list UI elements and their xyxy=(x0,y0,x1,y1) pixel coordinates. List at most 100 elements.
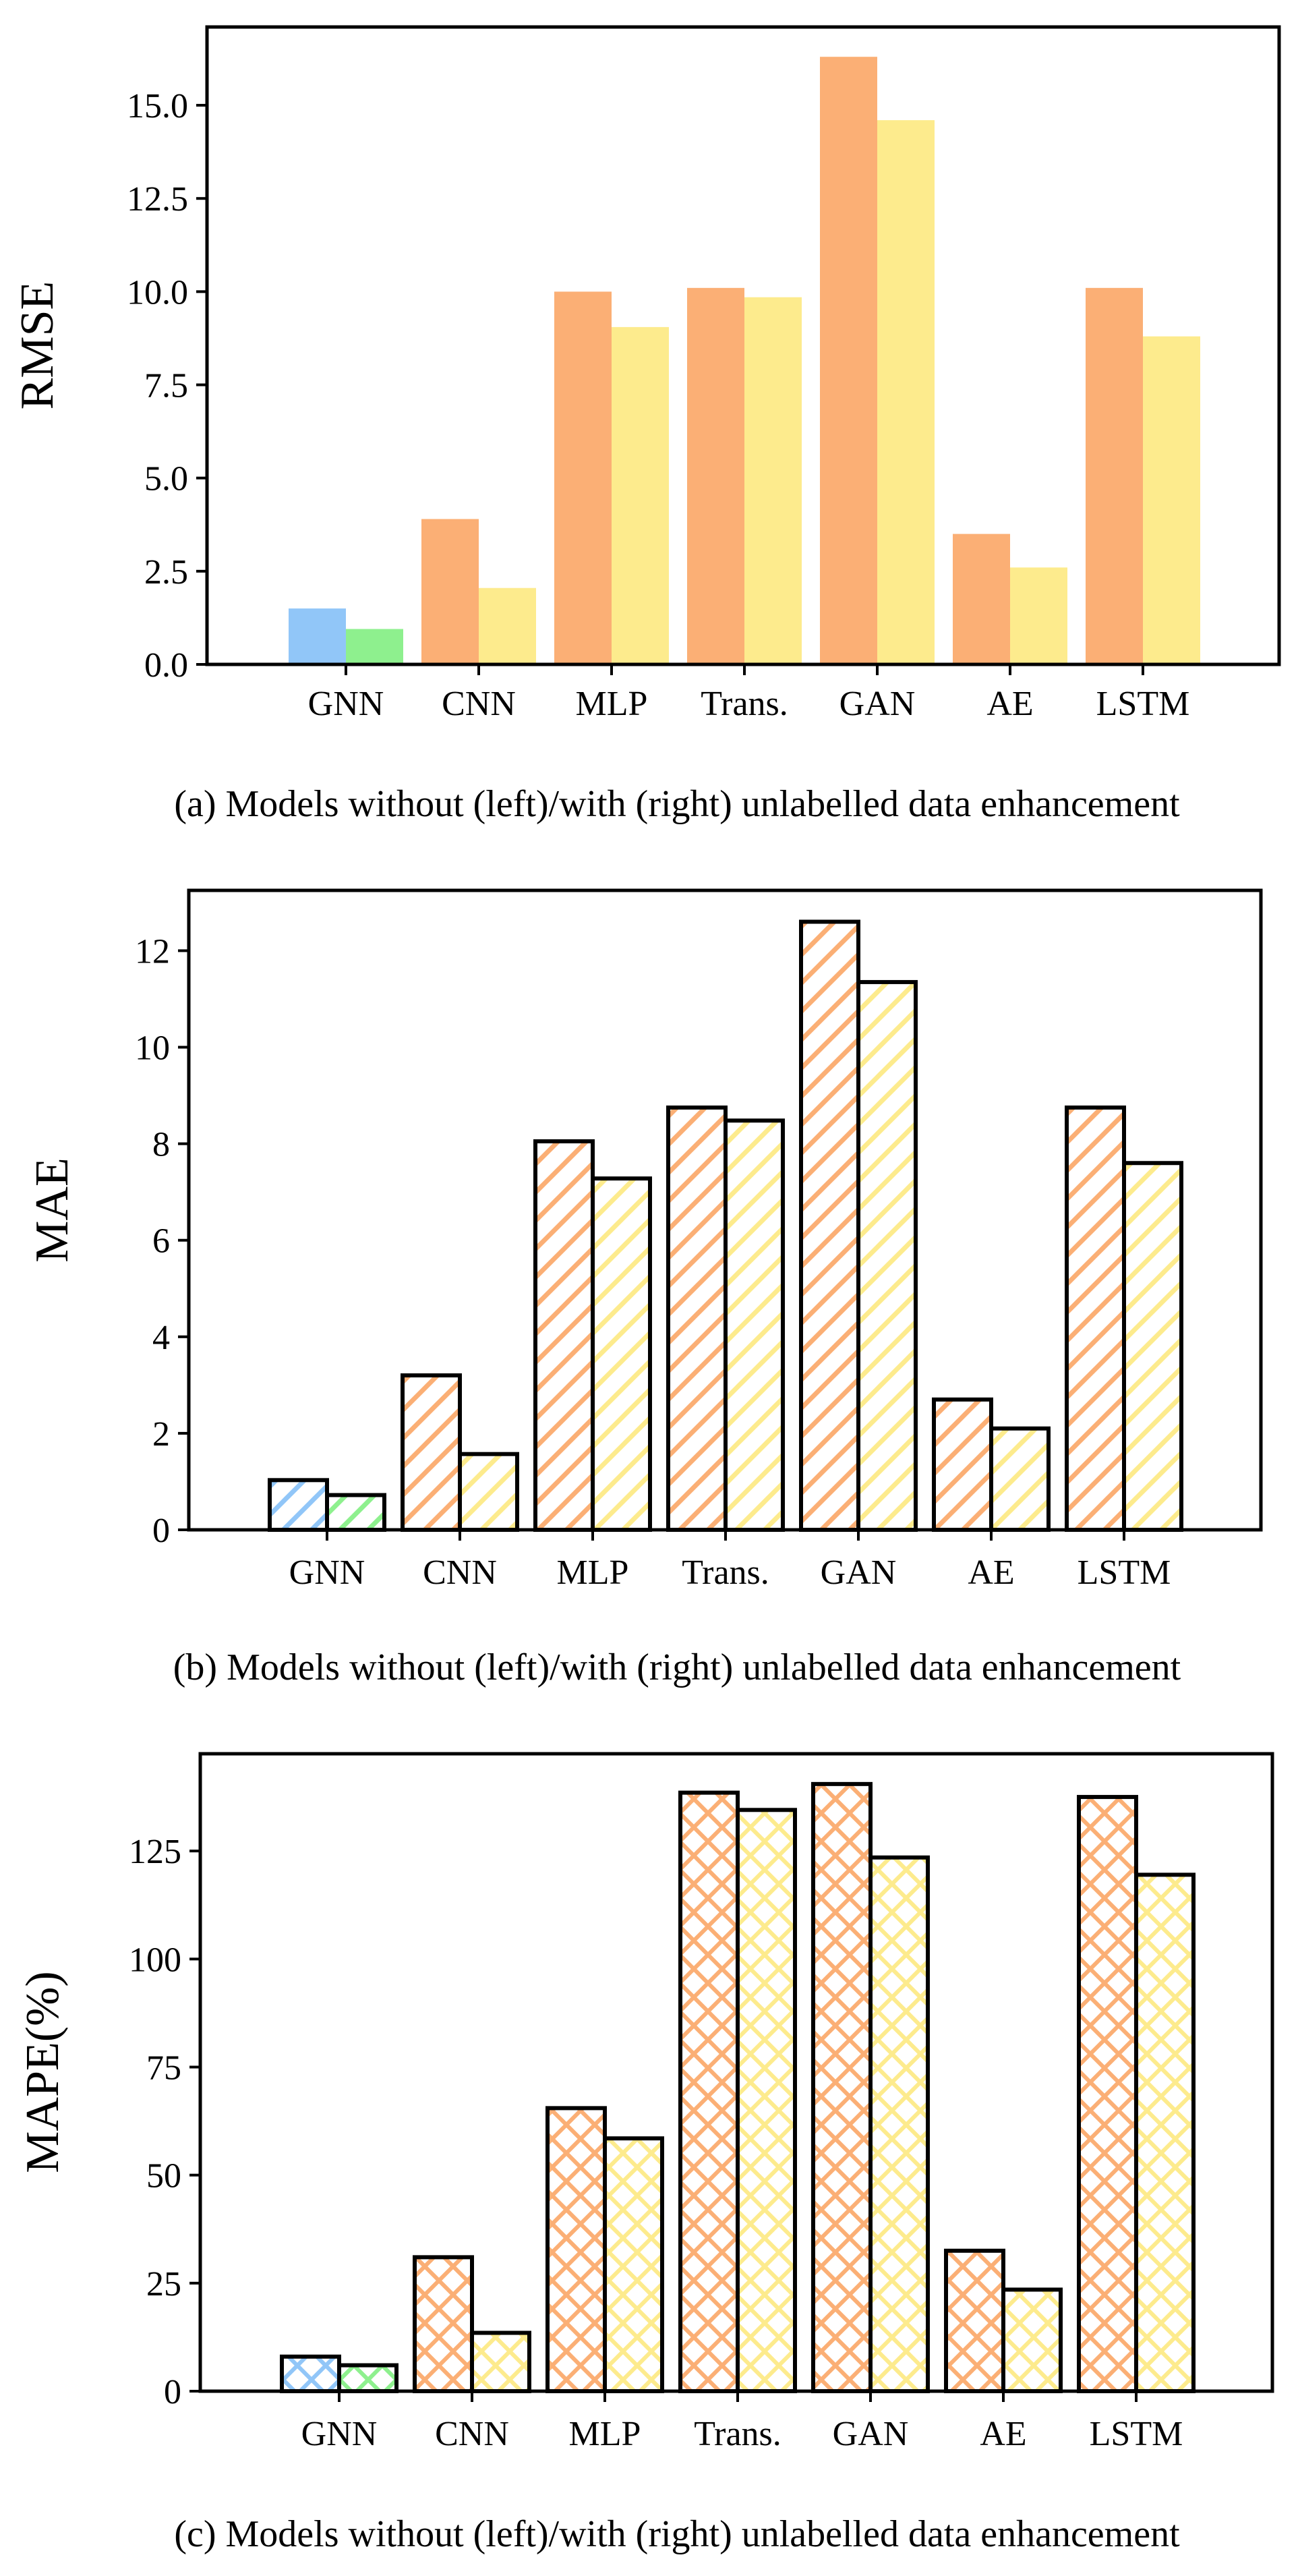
rmse-y-axis-label: RMSE xyxy=(11,281,63,410)
mae-x-tick-label: GNN xyxy=(289,1553,365,1592)
mape-x-tick-label: CNN xyxy=(435,2415,509,2453)
mae-y-tick-label: 8 xyxy=(152,1126,170,1164)
mape-bar-gan-without xyxy=(811,1781,873,2393)
rmse-bar-cnn-without xyxy=(421,519,479,664)
mae-x-tick-label: CNN xyxy=(423,1553,497,1592)
mae-y-tick-label: 0 xyxy=(152,1512,170,1550)
mae-bar-gan-with xyxy=(856,979,918,1532)
mape-y-tick-label: 125 xyxy=(129,1833,181,1871)
mape-x-tick-label: AE xyxy=(980,2415,1026,2453)
mae-bar-lstm-with xyxy=(1122,1161,1183,1532)
rmse-axes-frame xyxy=(205,25,1281,666)
mape-bar-cnn-with xyxy=(470,2330,531,2394)
mape-x-tick-label: LSTM xyxy=(1090,2415,1183,2453)
mape-y-tick-label: 25 xyxy=(146,2265,181,2303)
rmse-bar-trans-with xyxy=(744,297,802,664)
mae-bar-trans-with xyxy=(724,1118,785,1532)
mae-y-axis-label: MAE xyxy=(26,1157,78,1263)
mape-y-tick-label: 100 xyxy=(129,1941,181,1979)
mape-bar-trans-without xyxy=(678,1790,740,2394)
rmse-x-ticks: GNN CNN MLP Trans. GAN AE LSTM xyxy=(308,664,1190,723)
mape-bars xyxy=(280,1781,1196,2394)
mae-axes-frame xyxy=(187,888,1263,1532)
rmse-bar-mlp-without xyxy=(554,291,612,664)
rmse-bar-cnn-with xyxy=(479,588,536,664)
mae-bar-mlp-without xyxy=(533,1139,595,1532)
rmse-x-tick-label: AE xyxy=(986,685,1033,723)
panel-c: 0 25 50 75 100 125 GNN CNN MLP Trans. GAN AE LSTM M… xyxy=(17,1752,1274,2555)
panel-b: 0 2 4 6 8 10 12 GNN CNN MLP Trans. GAN AE LSTM MAE (… xyxy=(26,888,1263,1688)
rmse-bar-mlp-with xyxy=(612,326,669,664)
rmse-bar-lstm-without xyxy=(1086,287,1143,664)
mape-x-tick-label: MLP xyxy=(569,2415,641,2453)
mape-y-tick-label: 0 xyxy=(164,2373,181,2411)
rmse-x-tick-label: CNN xyxy=(442,685,516,723)
rmse-bar-trans-without xyxy=(687,287,744,664)
mape-x-ticks: GNN CNN MLP Trans. GAN AE LSTM xyxy=(301,2391,1183,2453)
mape-bar-lstm-without xyxy=(1077,1795,1138,2394)
mae-x-tick-label: MLP xyxy=(557,1553,629,1592)
mape-bar-mlp-with xyxy=(603,2136,664,2393)
mape-bar-ae-with xyxy=(1001,2287,1063,2393)
rmse-x-tick-label: GAN xyxy=(839,685,916,723)
rmse-y-tick-label: 2.5 xyxy=(144,553,188,592)
panel-a: 0.0 2.5 5.0 7.5 10.0 12.5 15.0 GNN CNN MLP Trans.… xyxy=(11,25,1281,825)
mape-bar-gan-with xyxy=(868,1855,930,2393)
mape-bar-trans-with xyxy=(736,1808,797,2393)
rmse-y-tick-label: 5.0 xyxy=(144,460,188,498)
mae-x-tick-label: Trans. xyxy=(682,1553,769,1592)
mae-bar-lstm-without xyxy=(1065,1105,1126,1532)
rmse-x-tick-label: MLP xyxy=(576,685,648,723)
rmse-y-tick-label: 15.0 xyxy=(127,87,188,125)
mae-y-tick-label: 4 xyxy=(152,1319,170,1357)
mae-y-tick-label: 6 xyxy=(152,1222,170,1261)
rmse-bars xyxy=(289,57,1200,665)
mae-caption: (b) Models without (left)/with (right) u… xyxy=(173,1647,1181,1688)
mape-bar-cnn-without xyxy=(413,2255,474,2394)
rmse-x-tick-label: LSTM xyxy=(1096,685,1190,723)
mae-bar-trans-without xyxy=(666,1105,728,1532)
mae-y-tick-label: 2 xyxy=(152,1415,170,1454)
mae-bar-ae-with xyxy=(989,1426,1051,1533)
rmse-caption: (a) Models without (left)/with (right) u… xyxy=(174,783,1180,825)
mae-x-ticks: GNN CNN MLP Trans. GAN AE LSTM xyxy=(289,1530,1171,1592)
rmse-bar-lstm-with xyxy=(1143,336,1200,664)
rmse-y-tick-label: 7.5 xyxy=(144,367,188,405)
mape-caption: (c) Models without (left)/with (right) u… xyxy=(174,2513,1180,2555)
mae-x-tick-label: GAN xyxy=(821,1553,897,1592)
mae-bar-gnn-with xyxy=(325,1493,386,1533)
mae-y-tick-label: 10 xyxy=(135,1029,170,1068)
mae-y-tick-label: 12 xyxy=(135,932,170,971)
rmse-x-tick-label: GNN xyxy=(308,685,384,723)
rmse-bar-ae-without xyxy=(953,534,1010,664)
mape-y-axis-label: MAPE(%) xyxy=(17,1971,69,2173)
mae-bar-ae-without xyxy=(932,1397,993,1533)
mae-x-tick-label: LSTM xyxy=(1078,1553,1171,1592)
mape-y-tick-label: 75 xyxy=(146,2049,181,2087)
mape-bar-ae-without xyxy=(944,2248,1005,2393)
rmse-bar-ae-with xyxy=(1010,567,1067,664)
rmse-y-tick-label: 10.0 xyxy=(127,273,188,312)
mae-bars xyxy=(268,919,1183,1533)
mae-bar-cnn-with xyxy=(458,1452,519,1532)
rmse-bar-gan-with xyxy=(877,120,935,664)
mape-x-tick-label: GNN xyxy=(301,2415,378,2453)
mae-x-tick-label: AE xyxy=(968,1553,1014,1592)
mape-bar-gnn-with xyxy=(337,2363,399,2394)
rmse-bar-gan-without xyxy=(820,57,877,665)
mae-y-ticks: 0 2 4 6 8 10 12 xyxy=(135,932,189,1550)
rmse-bar-gnn-without xyxy=(289,608,346,664)
mae-bar-cnn-without xyxy=(401,1373,462,1533)
mape-y-ticks: 0 25 50 75 100 125 xyxy=(129,1833,200,2411)
mape-axes-frame xyxy=(198,1752,1274,2393)
mae-bar-gan-without xyxy=(799,919,860,1532)
mape-bar-lstm-with xyxy=(1134,1872,1196,2394)
rmse-y-tick-label: 0.0 xyxy=(144,646,188,685)
rmse-y-tick-label: 12.5 xyxy=(127,180,188,219)
mae-bar-mlp-with xyxy=(591,1176,652,1532)
rmse-y-ticks: 0.0 2.5 5.0 7.5 10.0 12.5 15.0 xyxy=(127,87,207,685)
mae-bar-gnn-without xyxy=(268,1478,329,1532)
mape-bar-mlp-without xyxy=(545,2106,607,2394)
rmse-x-tick-label: Trans. xyxy=(701,685,788,723)
